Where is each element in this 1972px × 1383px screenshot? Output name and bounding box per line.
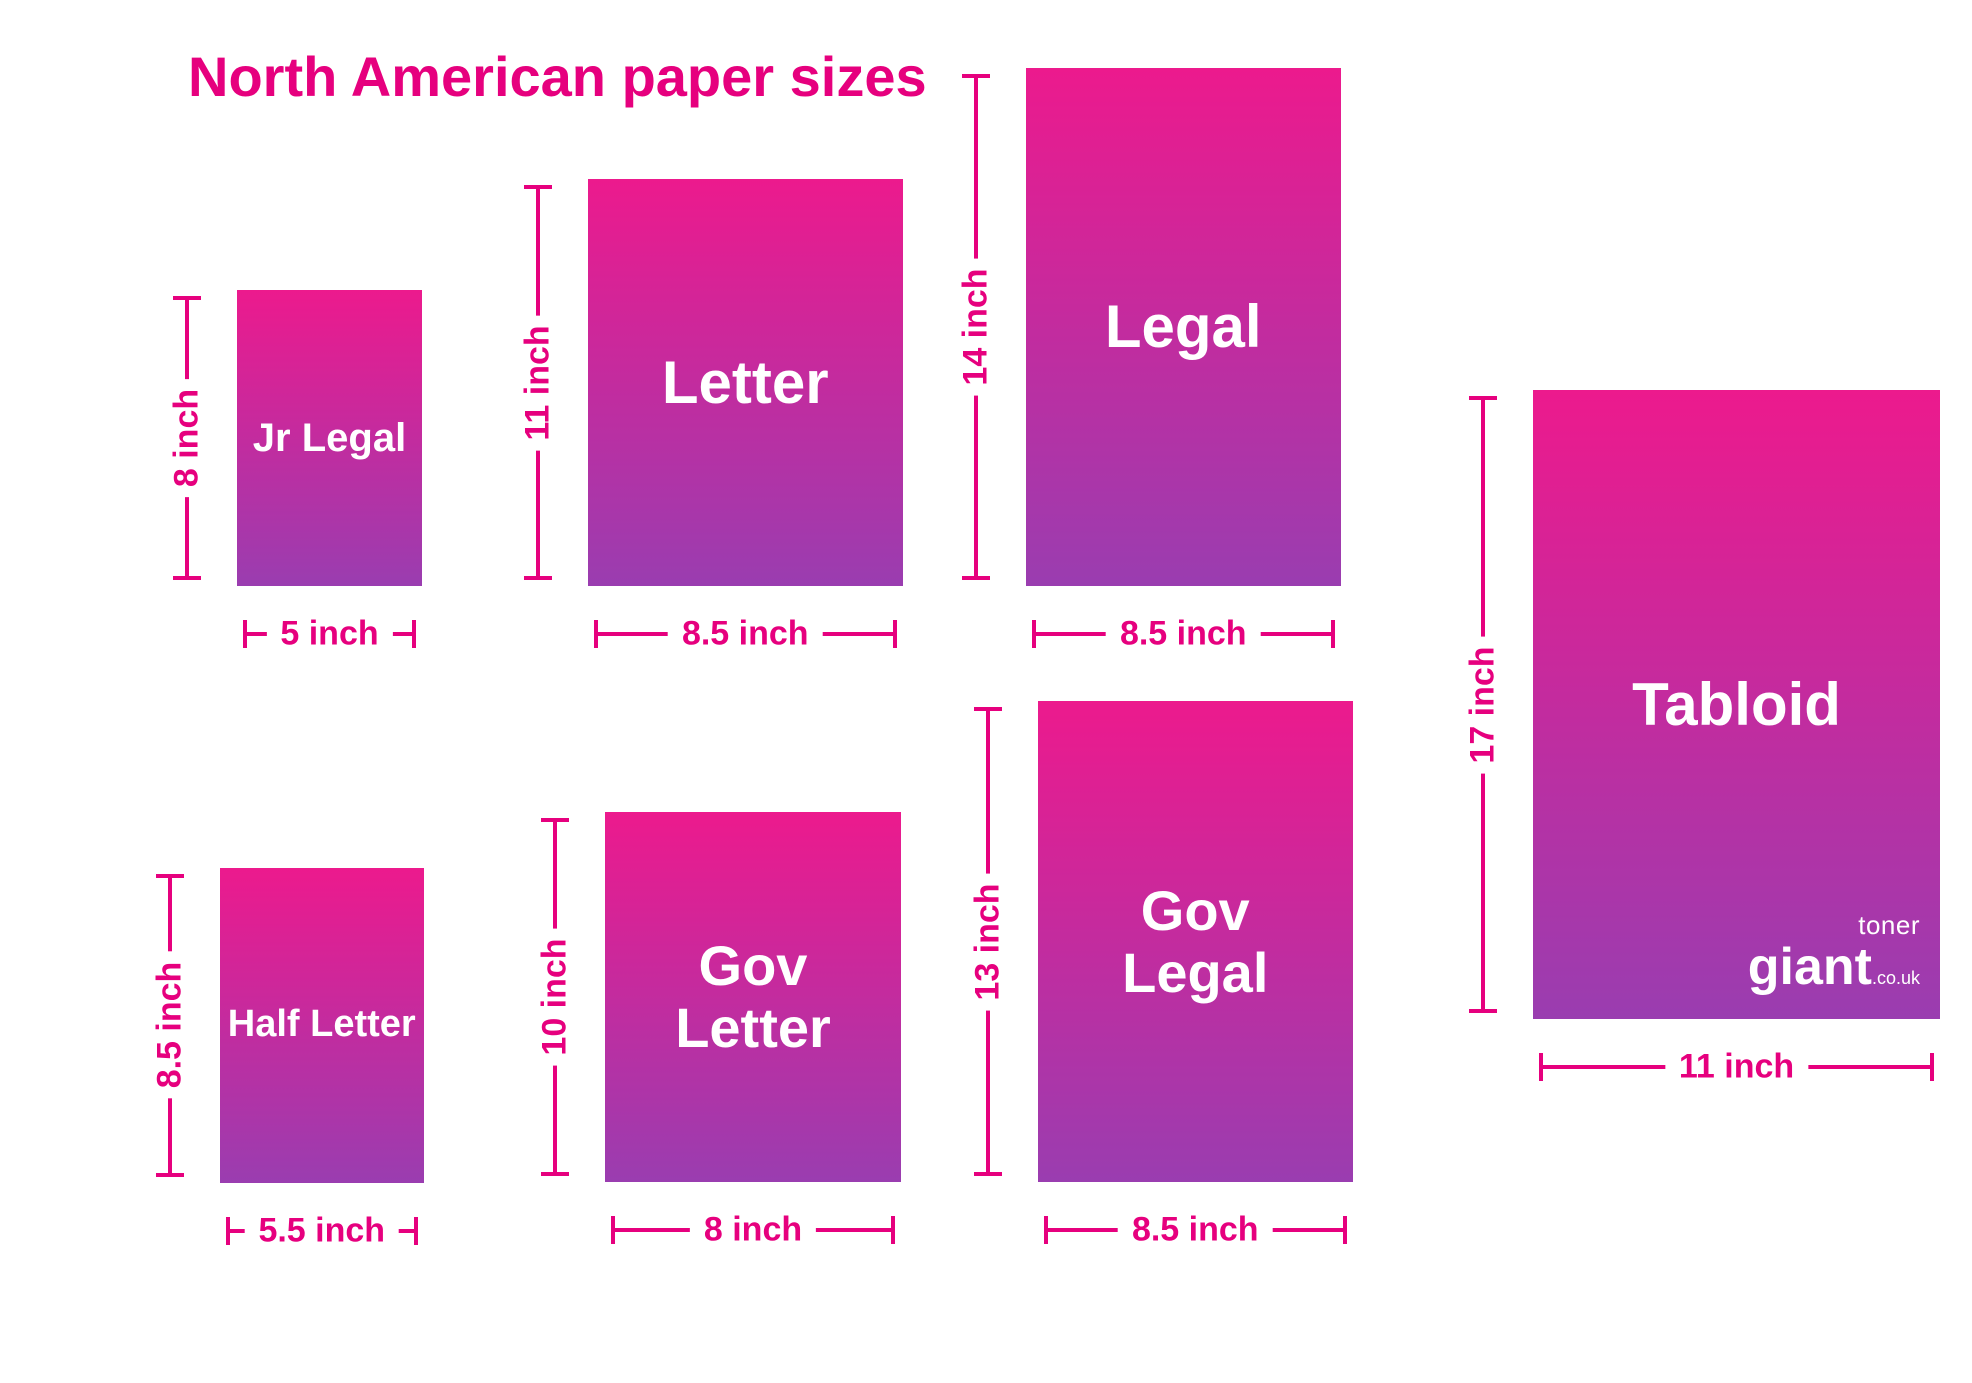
height-dimension: 10 inch	[535, 812, 575, 1182]
paper-gov-legal: Gov Legal	[1038, 701, 1353, 1182]
width-label: 5 inch	[266, 615, 392, 654]
paper-name: Half Letter	[228, 1004, 416, 1046]
height-label: 17 inch	[1464, 636, 1503, 773]
height-dimension: 13 inch	[968, 701, 1008, 1182]
height-label: 10 inch	[536, 928, 575, 1065]
height-label: 13 inch	[969, 873, 1008, 1010]
width-label: 8.5 inch	[668, 615, 823, 654]
height-label: 8 inch	[168, 379, 207, 497]
width-label: 8.5 inch	[1118, 1211, 1273, 1250]
paper-name: Tabloid	[1632, 672, 1841, 738]
logo-line2: giant	[1748, 938, 1872, 996]
width-dimension: 5.5 inch	[220, 1211, 424, 1251]
width-label: 8.5 inch	[1106, 615, 1261, 654]
width-dimension: 8.5 inch	[1038, 1210, 1353, 1250]
height-label: 11 inch	[519, 315, 558, 450]
width-dimension: 8.5 inch	[588, 614, 903, 654]
paper-half-letter: Half Letter	[220, 868, 424, 1183]
paper-name: Legal	[1105, 294, 1262, 360]
width-label: 11 inch	[1665, 1048, 1808, 1087]
paper-name: Gov Letter	[675, 935, 831, 1058]
height-dimension: 14 inch	[956, 68, 996, 586]
page-title: North American paper sizes	[188, 44, 927, 109]
paper-letter: Letter	[588, 179, 903, 586]
width-dimension: 5 inch	[237, 614, 422, 654]
paper-name: Gov Legal	[1122, 880, 1268, 1003]
paper-jr-legal: Jr Legal	[237, 290, 422, 586]
logo-line3: .co.uk	[1872, 968, 1920, 988]
width-label: 8 inch	[690, 1211, 816, 1250]
height-label: 8.5 inch	[151, 952, 190, 1099]
height-dimension: 8 inch	[167, 290, 207, 586]
width-dimension: 11 inch	[1533, 1047, 1940, 1087]
brand-logo: tonergiant.co.uk	[1748, 914, 1920, 991]
paper-legal: Legal	[1026, 68, 1341, 586]
paper-name: Jr Legal	[253, 416, 406, 460]
paper-gov-letter: Gov Letter	[605, 812, 901, 1182]
height-label: 14 inch	[957, 258, 996, 395]
logo-line1: toner	[1748, 914, 1920, 937]
height-dimension: 17 inch	[1463, 390, 1503, 1019]
height-dimension: 8.5 inch	[150, 868, 190, 1183]
width-label: 5.5 inch	[244, 1211, 399, 1250]
paper-name: Letter	[662, 350, 829, 416]
width-dimension: 8 inch	[605, 1210, 901, 1250]
paper-tabloid: Tabloid tonergiant.co.uk	[1533, 390, 1940, 1019]
height-dimension: 11 inch	[518, 179, 558, 586]
width-dimension: 8.5 inch	[1026, 614, 1341, 654]
